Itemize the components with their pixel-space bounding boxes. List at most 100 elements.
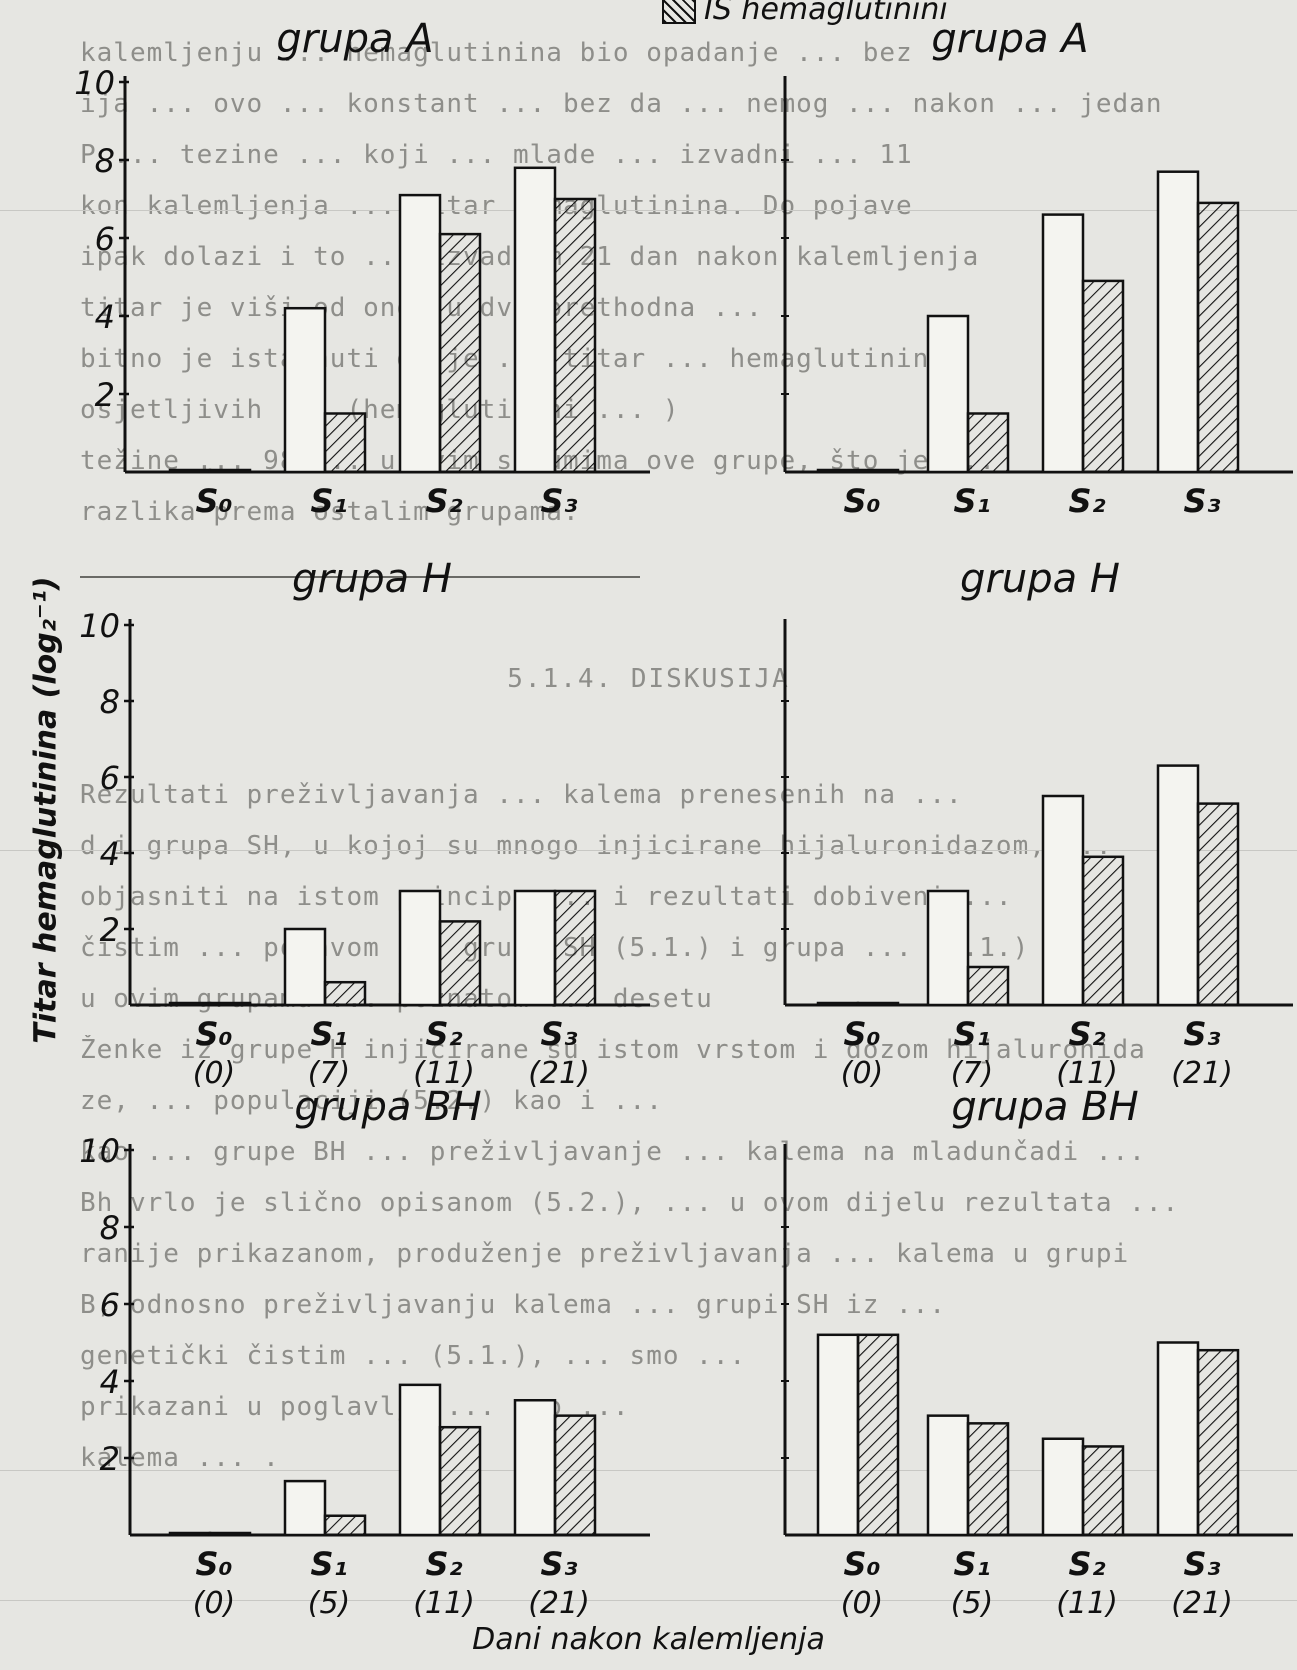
- x-day-label: (0): [193, 1586, 236, 1621]
- bar-hatched: [856, 468, 900, 474]
- y-tick-label: 2: [100, 911, 120, 949]
- x-category-label: S₁: [310, 1015, 347, 1053]
- bg-rule: [0, 1600, 1297, 1601]
- bar-open: [1041, 794, 1085, 1007]
- bar-open: [283, 927, 327, 1007]
- x-day-label: (5): [951, 1586, 994, 1621]
- bg-text-line: kon kalemljenja ... titar hemaglutinina.…: [80, 191, 913, 221]
- x-category-label: S₀: [195, 1545, 232, 1583]
- x-axis-title: Dani nakon kalemljenja: [472, 1622, 825, 1657]
- bar-hatched: [1081, 1445, 1125, 1537]
- bar-open: [513, 166, 557, 474]
- bg-text-line: kalema ... .: [80, 1443, 280, 1473]
- bg-text-line: Ženke iz grupe H injicirane su istom vrs…: [80, 1035, 1146, 1065]
- bar-open: [926, 1414, 970, 1537]
- bar-open: [398, 193, 442, 474]
- bg-text-line: kao ... grupe BH ... preživljavanje ... …: [80, 1137, 1146, 1167]
- bar-open: [1156, 170, 1200, 474]
- bg-text-line: B, odnosno preživljavanju kalema ... gru…: [80, 1290, 946, 1320]
- x-day-label: (11): [413, 1056, 475, 1091]
- legend: IS hemaglutinini: [662, 0, 948, 27]
- x-category-label: S₂: [425, 482, 462, 520]
- x-category-label: S₁: [310, 1545, 347, 1583]
- x-category-label: S₃: [540, 482, 577, 520]
- x-category-label: S₂: [425, 1545, 462, 1583]
- chart-title: grupa A: [276, 16, 433, 62]
- x-day-label: (21): [528, 1586, 590, 1621]
- bar-open: [1156, 764, 1200, 1007]
- bar-open: [283, 1479, 327, 1537]
- bar-open: [816, 1333, 860, 1537]
- bar-hatched: [966, 412, 1010, 474]
- y-tick-label: 6: [100, 759, 120, 797]
- bar-hatched: [1081, 279, 1125, 474]
- x-day-label: (11): [413, 1586, 475, 1621]
- hatched-swatch-icon: [662, 0, 696, 24]
- bar-hatched: [323, 412, 367, 474]
- bar-open: [816, 1001, 860, 1007]
- bar-hatched: [438, 920, 482, 1007]
- x-day-label: (5): [308, 1586, 351, 1621]
- bar-open: [168, 468, 212, 474]
- y-tick-label: 6: [100, 1286, 120, 1324]
- y-tick-label: 4: [100, 835, 120, 873]
- x-day-label: (7): [308, 1056, 351, 1091]
- x-day-label: (7): [951, 1056, 994, 1091]
- bar-open: [816, 468, 860, 474]
- bar-open: [513, 889, 557, 1007]
- bg-text-line: kalemljenju ... hemaglutinina bio opadan…: [80, 38, 913, 68]
- x-category-label: S₃: [1183, 482, 1220, 520]
- x-category-label: S₀: [195, 1015, 232, 1053]
- x-category-label: S₂: [1068, 1545, 1105, 1583]
- y-tick-label: 4: [95, 298, 115, 336]
- y-axis-title: Titar hemaglutinina (log₂⁻¹): [28, 576, 64, 1044]
- y-tick-label: 6: [95, 220, 115, 258]
- x-day-label: (11): [1056, 1056, 1118, 1091]
- bar-open: [1156, 1341, 1200, 1537]
- y-tick-label: 10: [74, 64, 115, 102]
- x-category-label: S₁: [953, 1545, 990, 1583]
- chart-title: grupa A: [931, 16, 1088, 62]
- y-tick-label: 2: [95, 376, 115, 414]
- x-category-label: S₀: [843, 482, 880, 520]
- x-category-label: S₀: [195, 482, 232, 520]
- bar-hatched: [553, 1414, 597, 1537]
- x-day-label: (0): [193, 1056, 236, 1091]
- bg-section-heading: 5.1.4. DISKUSIJA: [507, 664, 790, 694]
- y-tick-label: 8: [95, 142, 115, 180]
- y-tick-label: 8: [100, 683, 120, 721]
- x-category-label: S₃: [540, 1015, 577, 1053]
- bar-hatched: [553, 197, 597, 474]
- bg-text-line: genetički čistim ... (5.1.), ... smo ...: [80, 1341, 747, 1371]
- x-category-label: S₁: [953, 1015, 990, 1053]
- bg-rule: [0, 1470, 1297, 1471]
- y-tick-label: 10: [79, 1132, 120, 1170]
- bar-hatched: [208, 1531, 252, 1537]
- bg-text-line: razlika prema ostalim grupama.: [80, 497, 580, 527]
- bg-text-line: ija ... ovo ... konstant ... bez da ... …: [80, 89, 1163, 119]
- x-category-label: S₀: [843, 1015, 880, 1053]
- x-category-label: S₃: [1183, 1015, 1220, 1053]
- x-day-label: (0): [841, 1056, 884, 1091]
- bar-hatched: [323, 980, 367, 1007]
- x-category-label: S₃: [540, 1545, 577, 1583]
- bg-text-line: Rezultati preživljavanja ... kalema pren…: [80, 780, 963, 810]
- bg-text-line: d i grupa SH, u kojoj su mnogo injiciran…: [80, 831, 1113, 861]
- x-day-label: (21): [528, 1056, 590, 1091]
- bar-hatched: [1081, 855, 1125, 1007]
- bar-hatched: [1196, 1348, 1240, 1537]
- x-day-label: (21): [1171, 1586, 1233, 1621]
- bar-open: [513, 1399, 557, 1537]
- bar-hatched: [438, 232, 482, 474]
- bar-hatched: [1196, 802, 1240, 1007]
- y-tick-label: 8: [100, 1209, 120, 1247]
- bar-hatched: [438, 1425, 482, 1537]
- bg-text-line: ze, ... populaciji (5.2.) kao i ...: [80, 1086, 663, 1116]
- bg-text-line: bitno je istaknuti da je ... titar ... h…: [80, 344, 946, 374]
- bar-open: [283, 306, 327, 474]
- bg-rule: [0, 210, 1297, 211]
- y-tick-label: 2: [100, 1440, 120, 1478]
- x-day-label: (0): [841, 1586, 884, 1621]
- chart-title: grupa H: [292, 556, 452, 602]
